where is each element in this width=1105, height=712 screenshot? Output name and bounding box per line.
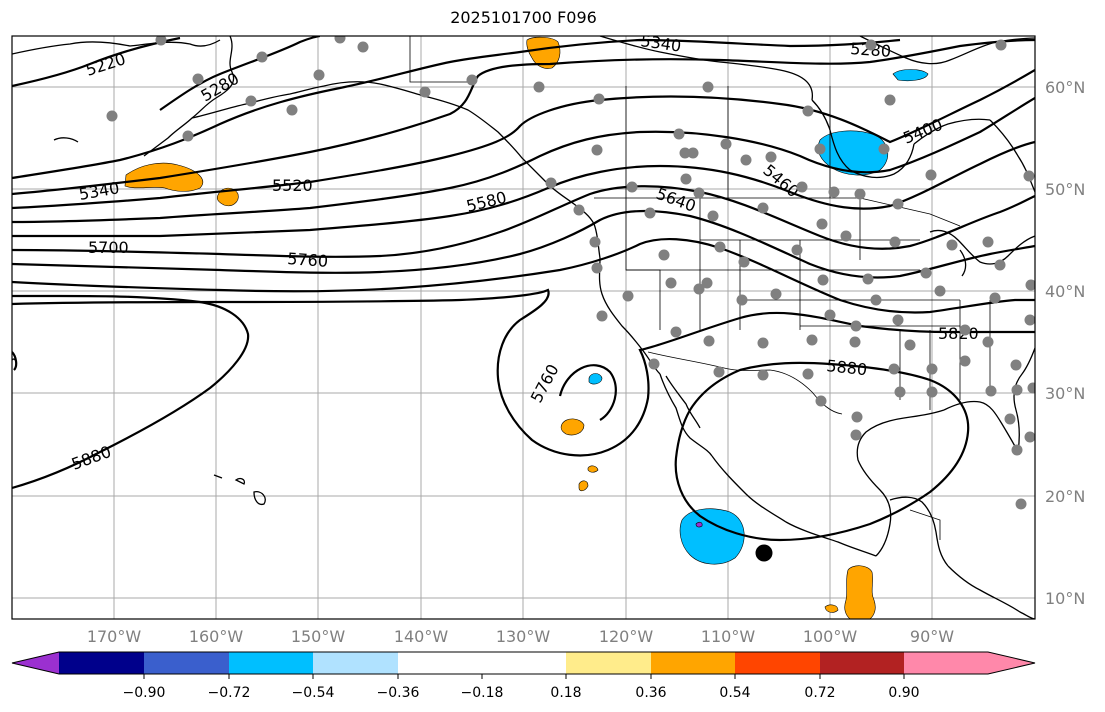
orange-region-low — [560, 418, 585, 436]
lon-label-170w: 170°W — [87, 627, 142, 646]
colorbar-segment-4 — [313, 652, 398, 674]
blue-region-hudson — [817, 130, 888, 176]
lon-label-140w: 140°W — [394, 627, 449, 646]
colorbar-label-6: 0.36 — [635, 685, 666, 701]
orange-region-central-america — [844, 565, 876, 619]
orange-region-small-3 — [578, 480, 589, 492]
contour-label-5760-west: 5760 — [287, 249, 329, 271]
colorbar-label-2: −0.54 — [292, 685, 335, 701]
colorbar-segment-9 — [735, 652, 820, 674]
lat-label-10: 10°N — [1045, 589, 1085, 608]
colorbar-segment-11 — [904, 652, 1035, 674]
orange-region-yukon — [526, 36, 561, 69]
colorbar-segment-6 — [482, 652, 566, 674]
colorbar-segment-7 — [566, 652, 651, 674]
lon-label-150w: 150°W — [291, 627, 346, 646]
orange-region-small-2 — [587, 465, 599, 473]
lon-label-120w: 120°W — [599, 627, 654, 646]
contour-label-5340-north: 5340 — [639, 31, 682, 55]
colorbar-segment-8 — [651, 652, 735, 674]
colorbar-ticks — [143, 674, 905, 679]
contour-label-5820: 5820 — [938, 324, 979, 343]
plot-frame — [11, 35, 1036, 620]
colorbar-label-9: 0.90 — [888, 685, 919, 701]
colorbar-label-3: −0.36 — [377, 685, 420, 701]
contour-label-5520: 5520 — [272, 176, 313, 195]
lon-label-130w: 130°W — [496, 627, 551, 646]
lat-label-20: 20°N — [1045, 487, 1085, 506]
colorbar-label-0: −0.90 — [123, 685, 166, 701]
latitude-labels: 60°N 50°N 40°N 30°N 20°N 10°N — [1045, 78, 1085, 608]
colorbar-segment-1 — [59, 652, 144, 674]
anomaly-fills — [124, 36, 929, 619]
colorbar-outline — [11, 651, 1036, 675]
lat-label-50: 50°N — [1045, 180, 1085, 199]
colorbar-segment-10 — [820, 652, 904, 674]
lon-label-90w: 90°W — [910, 627, 954, 646]
station-markers — [106, 36, 1035, 510]
contour-label-5880-east: 5880 — [826, 356, 868, 379]
lon-label-110w: 110°W — [701, 627, 756, 646]
colorbar-label-8: 0.72 — [804, 685, 835, 701]
blue-region-pacific-mexico — [679, 508, 745, 565]
colorbar: −0.90 −0.72 −0.54 −0.36 −0.18 0.18 0.36 … — [11, 651, 1036, 701]
orange-region-small-1 — [216, 187, 239, 207]
lon-label-160w: 160°W — [189, 627, 244, 646]
blue-region-low — [588, 373, 603, 385]
purple-spot — [695, 521, 703, 528]
height-contours — [12, 36, 1035, 542]
longitude-labels: 170°W 160°W 150°W 140°W 130°W 120°W 110°… — [87, 627, 954, 646]
black-marker — [755, 544, 773, 562]
colorbar-segment-5 — [398, 652, 482, 674]
blue-region-small-north — [892, 69, 929, 82]
colorbar-label-4: −0.18 — [461, 685, 504, 701]
lat-label-40: 40°N — [1045, 282, 1085, 301]
lat-label-60: 60°N — [1045, 78, 1085, 97]
orange-region-small-4 — [824, 604, 839, 613]
colorbar-segment-3 — [229, 652, 313, 674]
lon-label-100w: 100°W — [803, 627, 858, 646]
contour-label-5700: 5700 — [88, 238, 129, 257]
colorbar-label-1: −0.72 — [208, 685, 251, 701]
colorbar-segment-0 — [12, 652, 59, 674]
map-title: 2025101700 F096 — [450, 8, 597, 27]
colorbar-label-7: 0.54 — [719, 685, 750, 701]
colorbar-label-5: 0.18 — [550, 685, 581, 701]
lat-label-30: 30°N — [1045, 384, 1085, 403]
colorbar-segment-2 — [144, 652, 229, 674]
